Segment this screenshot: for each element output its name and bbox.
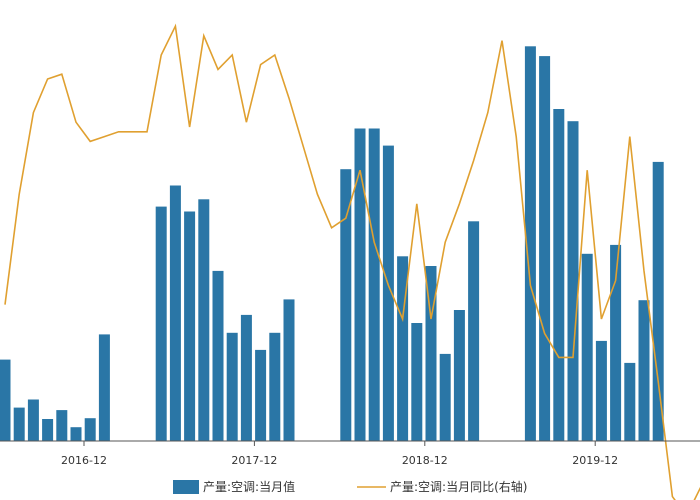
- bar-18: [255, 349, 267, 441]
- x-tick-label-2: 2018-12: [402, 454, 448, 467]
- legend-bar-label: 产量:空调:当月值: [203, 479, 295, 494]
- legend: 产量:空调:当月值 产量:空调:当月同比(右轴): [173, 479, 527, 494]
- bar-16: [226, 332, 238, 441]
- bar-4: [56, 410, 68, 441]
- bar-26: [368, 128, 380, 441]
- x-tick-label-0: 2016-12: [61, 454, 107, 467]
- bar-43: [610, 244, 622, 441]
- bar-series: [0, 46, 664, 442]
- bar-7: [98, 334, 110, 441]
- bar-41: [581, 253, 593, 441]
- bar-17: [240, 314, 252, 441]
- bar-2: [27, 399, 39, 441]
- bar-40: [567, 121, 579, 441]
- bar-5: [70, 427, 82, 441]
- bar-39: [553, 109, 565, 441]
- x-tick-label-3: 2019-12: [572, 454, 618, 467]
- bar-14: [198, 199, 210, 441]
- bar-44: [624, 362, 636, 441]
- x-tick-label-1: 2017-12: [231, 454, 277, 467]
- bar-45: [638, 300, 650, 441]
- bar-1: [13, 407, 25, 441]
- bar-6: [84, 418, 96, 441]
- bar-32: [453, 310, 465, 441]
- bar-28: [397, 256, 409, 441]
- bar-31: [439, 353, 451, 441]
- bar-11: [155, 206, 167, 441]
- bar-27: [382, 145, 394, 441]
- bar-25: [354, 128, 366, 441]
- legend-bar-swatch: [173, 480, 199, 494]
- bar-37: [524, 46, 536, 442]
- bar-29: [411, 323, 423, 441]
- bar-30: [425, 266, 437, 441]
- bar-12: [169, 185, 181, 441]
- bar-33: [468, 221, 480, 441]
- yoy-line: [4, 23, 700, 500]
- bar-20: [283, 299, 295, 441]
- bar-13: [184, 211, 196, 441]
- bar-3: [42, 419, 54, 441]
- bar-19: [269, 332, 281, 441]
- bar-42: [595, 340, 607, 441]
- x-axis-ticks: 2016-12 2017-12 2018-12 2019-12: [61, 441, 618, 467]
- bar-38: [539, 56, 551, 441]
- bar-15: [212, 270, 224, 441]
- legend-line-label: 产量:空调:当月同比(右轴): [390, 479, 527, 494]
- bar-0: [0, 359, 11, 441]
- bar-46: [652, 161, 664, 441]
- bar-24: [340, 169, 352, 441]
